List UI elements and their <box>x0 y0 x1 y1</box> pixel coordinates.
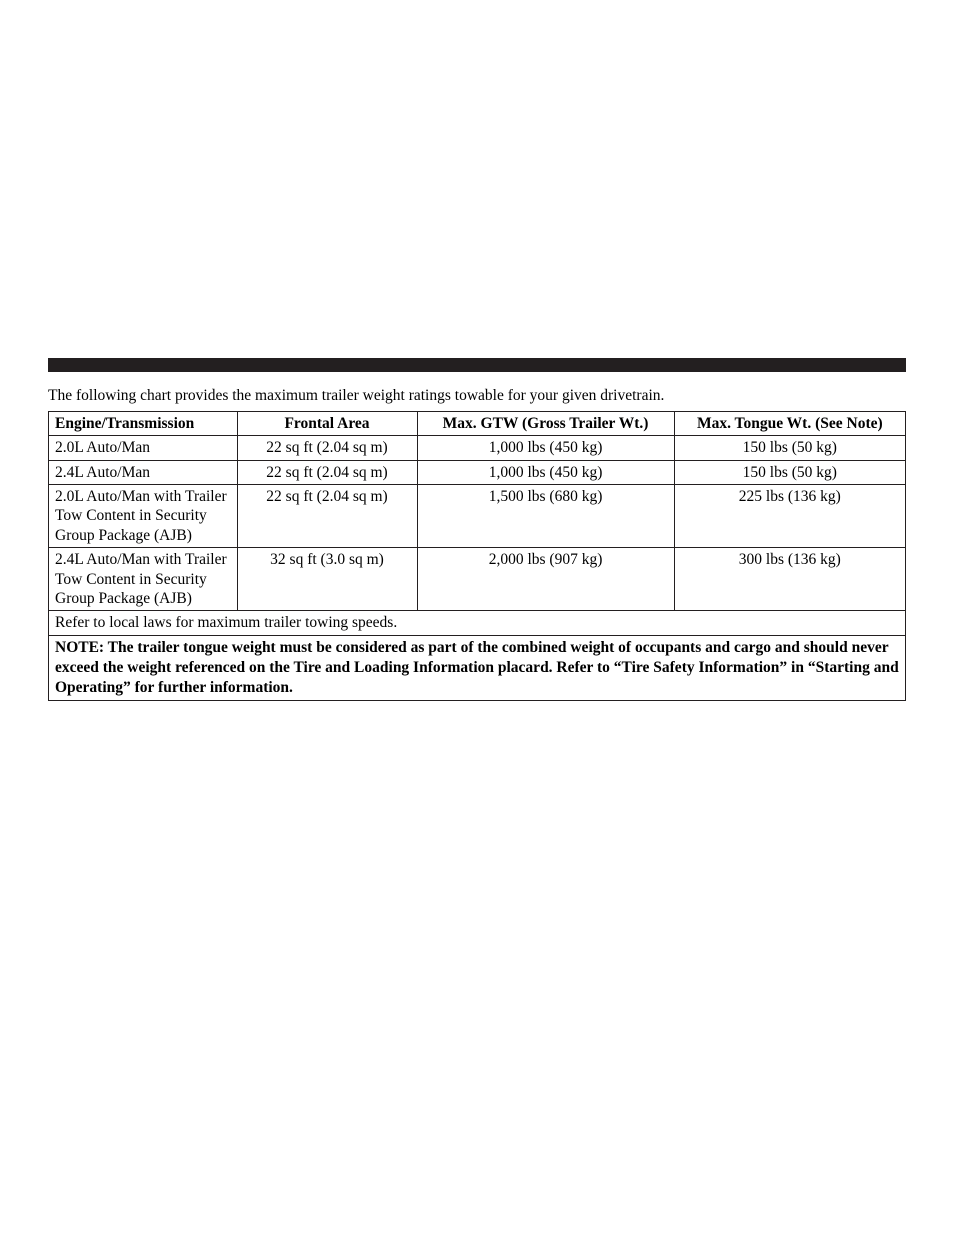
table-row: 2.4L Auto/Man with Trailer Tow Content i… <box>49 548 906 611</box>
cell-gtw: 1,000 lbs (450 kg) <box>417 436 674 460</box>
cell-gtw: 2,000 lbs (907 kg) <box>417 548 674 611</box>
page: The following chart provides the maximum… <box>0 0 954 741</box>
section-divider-bar <box>48 358 906 372</box>
cell-tongue: 225 lbs (136 kg) <box>674 485 905 548</box>
cell-engine: 2.4L Auto/Man <box>49 460 238 484</box>
cell-note: NOTE: The trailer tongue weight must be … <box>49 635 906 700</box>
cell-frontal: 32 sq ft (3.0 sq m) <box>237 548 417 611</box>
intro-paragraph: The following chart provides the maximum… <box>48 386 906 407</box>
cell-engine: 2.0L Auto/Man <box>49 436 238 460</box>
cell-gtw: 1,000 lbs (450 kg) <box>417 460 674 484</box>
table-row: 2.4L Auto/Man 22 sq ft (2.04 sq m) 1,000… <box>49 460 906 484</box>
trailer-weight-table: Engine/Transmission Frontal Area Max. GT… <box>48 411 906 701</box>
cell-tongue: 150 lbs (50 kg) <box>674 460 905 484</box>
table-body: 2.0L Auto/Man 22 sq ft (2.04 sq m) 1,000… <box>49 436 906 701</box>
cell-engine: 2.0L Auto/Man with Trailer Tow Content i… <box>49 485 238 548</box>
table-row: 2.0L Auto/Man 22 sq ft (2.04 sq m) 1,000… <box>49 436 906 460</box>
cell-frontal: 22 sq ft (2.04 sq m) <box>237 460 417 484</box>
col-header-tongue: Max. Tongue Wt. (See Note) <box>674 411 905 435</box>
cell-tongue: 150 lbs (50 kg) <box>674 436 905 460</box>
col-header-engine: Engine/Transmission <box>49 411 238 435</box>
table-header: Engine/Transmission Frontal Area Max. GT… <box>49 411 906 435</box>
col-header-gtw: Max. GTW (Gross Trailer Wt.) <box>417 411 674 435</box>
cell-gtw: 1,500 lbs (680 kg) <box>417 485 674 548</box>
cell-tongue: 300 lbs (136 kg) <box>674 548 905 611</box>
cell-frontal: 22 sq ft (2.04 sq m) <box>237 485 417 548</box>
table-refer-row: Refer to local laws for maximum trailer … <box>49 611 906 635</box>
cell-frontal: 22 sq ft (2.04 sq m) <box>237 436 417 460</box>
cell-engine: 2.4L Auto/Man with Trailer Tow Content i… <box>49 548 238 611</box>
table-note-row: NOTE: The trailer tongue weight must be … <box>49 635 906 700</box>
table-row: 2.0L Auto/Man with Trailer Tow Content i… <box>49 485 906 548</box>
table-header-row: Engine/Transmission Frontal Area Max. GT… <box>49 411 906 435</box>
cell-refer: Refer to local laws for maximum trailer … <box>49 611 906 635</box>
col-header-frontal: Frontal Area <box>237 411 417 435</box>
